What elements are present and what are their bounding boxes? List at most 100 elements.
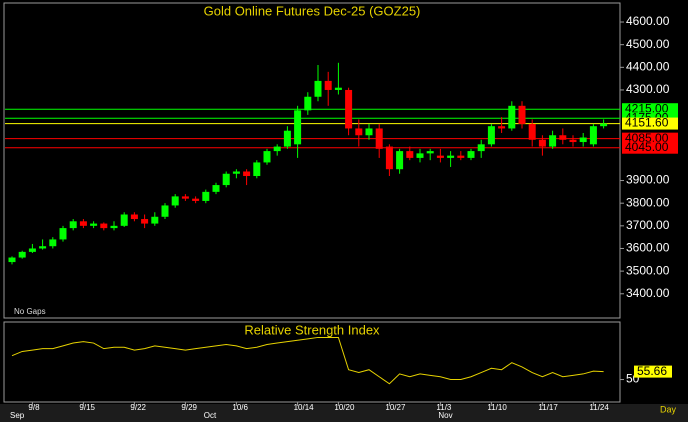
y-tick-label: 3800.00 xyxy=(626,195,670,209)
candle-body xyxy=(120,214,128,226)
rsi-panel xyxy=(3,321,621,403)
candle-body xyxy=(110,225,118,229)
candle-body xyxy=(18,251,26,258)
candle-body xyxy=(375,128,383,149)
candle-body xyxy=(232,171,240,174)
candle-body xyxy=(365,128,373,136)
y-tick-label: 3600.00 xyxy=(626,241,670,255)
candle-body xyxy=(406,151,414,158)
candle-body xyxy=(314,80,322,97)
x-tick-label: 11/17 xyxy=(538,403,558,412)
candle-body xyxy=(79,221,87,226)
last-value-tag xyxy=(634,365,672,378)
level-label: 4045.00 xyxy=(625,140,669,154)
y-tick-label: 4600.00 xyxy=(626,14,670,28)
candle-body xyxy=(59,228,67,240)
candle-body xyxy=(518,105,526,124)
candle-body xyxy=(283,130,291,147)
candle-body xyxy=(589,126,597,145)
candle-body xyxy=(192,198,200,201)
candle-body xyxy=(171,196,179,206)
candle-body xyxy=(457,155,465,158)
x-tick-label: 10/6 xyxy=(232,403,248,412)
level-label: 4085.00 xyxy=(625,131,669,145)
y-tick-label: 3500.00 xyxy=(626,263,670,277)
candle-body xyxy=(436,155,444,158)
level-label: 4215.00 xyxy=(625,101,669,115)
candle-body xyxy=(39,246,47,249)
rsi-line xyxy=(11,336,604,385)
month-label: Nov xyxy=(438,411,452,420)
candle-body xyxy=(8,257,16,263)
candle-body xyxy=(508,105,516,129)
candle-body xyxy=(304,96,312,111)
y-tick-label: 4300.00 xyxy=(626,82,670,96)
candle-body xyxy=(579,137,587,143)
price-panel xyxy=(3,2,621,319)
candle-body xyxy=(324,80,332,90)
candle-body xyxy=(447,155,455,158)
x-unit: Day xyxy=(660,404,677,414)
candle-body xyxy=(467,151,475,158)
x-tick-label: 11/24 xyxy=(589,403,609,412)
last-value-label: 55.66 xyxy=(637,364,667,378)
candle-body xyxy=(385,146,393,170)
candle-body xyxy=(212,185,220,192)
x-tick-label: 11/10 xyxy=(487,403,507,412)
candle-body xyxy=(549,135,557,147)
candle-body xyxy=(334,87,342,90)
candle-body xyxy=(222,173,230,186)
x-tick-label: 10/20 xyxy=(334,403,355,412)
month-label: Sep xyxy=(10,411,25,420)
level-tag xyxy=(622,103,678,116)
candle-body xyxy=(396,151,404,170)
candle-body xyxy=(181,196,189,199)
y-tick-label: 4500.00 xyxy=(626,37,670,51)
date-strip xyxy=(0,404,688,422)
month-label: Oct xyxy=(204,411,217,420)
candle-body xyxy=(273,146,281,152)
candle-body xyxy=(90,223,98,226)
candle-body xyxy=(141,219,149,224)
candle-body xyxy=(202,191,210,201)
candle-body xyxy=(345,89,353,129)
x-tick-label: 10/27 xyxy=(385,403,406,412)
candle-body xyxy=(263,151,271,163)
candle-body xyxy=(161,205,169,217)
x-tick-label: 9/22 xyxy=(130,403,146,412)
y-tick-label: 4400.00 xyxy=(626,59,670,73)
candle-body xyxy=(355,128,363,136)
level-label: 4151.60 xyxy=(625,116,669,130)
y-tick-label: 3700.00 xyxy=(626,218,670,232)
rsi-title: Relative Strength Index xyxy=(244,322,380,337)
candle-body xyxy=(69,221,77,229)
x-tick-label: 9/8 xyxy=(28,403,40,412)
candle-body xyxy=(487,126,495,145)
candle-body xyxy=(28,248,36,252)
level-tag xyxy=(622,141,678,154)
candle-body xyxy=(477,144,485,152)
candle-body xyxy=(49,239,57,247)
y-tick-label: 3400.00 xyxy=(626,286,670,300)
candle-body xyxy=(538,139,546,147)
level-tag xyxy=(622,117,678,130)
x-tick-label: 9/15 xyxy=(79,403,95,412)
x-tick-label: 10/14 xyxy=(294,403,315,412)
chart-title: Gold Online Futures Dec-25 (GOZ25) xyxy=(204,3,421,18)
candle-body xyxy=(100,223,108,229)
gap-note: No Gaps xyxy=(14,307,46,316)
x-tick-label: 11/3 xyxy=(436,403,452,412)
candle-body xyxy=(559,135,567,140)
candle-body xyxy=(253,162,261,177)
candle-body xyxy=(151,216,159,224)
y-tick-label: 3900.00 xyxy=(626,173,670,187)
candle-body xyxy=(130,214,138,220)
candle-body xyxy=(243,171,251,177)
candle-body xyxy=(416,153,424,158)
candle-body xyxy=(528,123,536,140)
candle-body xyxy=(569,139,577,143)
candle-body xyxy=(600,123,608,127)
candle-body xyxy=(498,126,506,129)
